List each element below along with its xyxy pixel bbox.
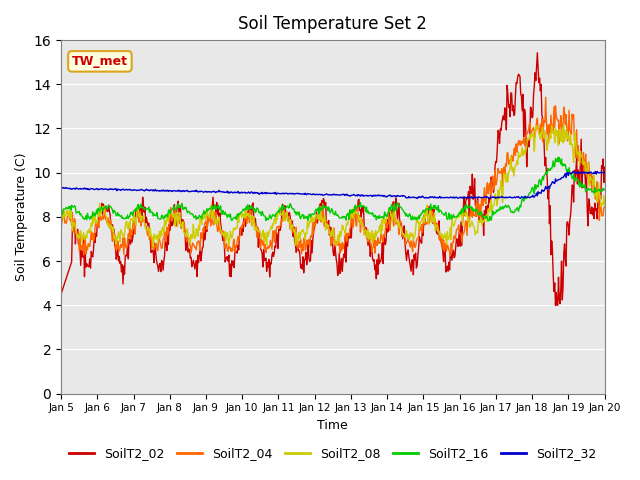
SoilT2_08 — [560, 121, 568, 127]
SoilT2_02 — [601, 164, 609, 170]
X-axis label: Time: Time — [317, 419, 348, 432]
SoilT2_16 — [415, 213, 422, 219]
SoilT2_32 — [57, 185, 65, 191]
SoilT2_04 — [415, 233, 422, 239]
SoilT2_16 — [399, 207, 406, 213]
Y-axis label: Soil Temperature (C): Soil Temperature (C) — [15, 153, 28, 281]
SoilT2_08 — [123, 218, 131, 224]
SoilT2_02 — [415, 245, 422, 251]
SoilT2_32 — [415, 194, 422, 200]
SoilT2_04 — [57, 228, 65, 233]
SoilT2_16 — [57, 209, 65, 215]
Title: Soil Temperature Set 2: Soil Temperature Set 2 — [238, 15, 428, 33]
SoilT2_08 — [179, 219, 187, 225]
SoilT2_32 — [178, 189, 186, 194]
SoilT2_08 — [207, 216, 215, 222]
SoilT2_16 — [123, 216, 131, 221]
SoilT2_16 — [207, 206, 214, 212]
Line: SoilT2_32: SoilT2_32 — [61, 171, 605, 199]
Line: SoilT2_04: SoilT2_04 — [61, 97, 605, 256]
SoilT2_02 — [534, 50, 541, 56]
SoilT2_04 — [178, 220, 186, 226]
SoilT2_08 — [399, 231, 407, 237]
Legend: SoilT2_02, SoilT2_04, SoilT2_08, SoilT2_16, SoilT2_32: SoilT2_02, SoilT2_04, SoilT2_08, SoilT2_… — [65, 442, 601, 465]
Line: SoilT2_16: SoilT2_16 — [61, 157, 605, 221]
SoilT2_08 — [601, 201, 609, 207]
SoilT2_16 — [556, 155, 563, 160]
Text: TW_met: TW_met — [72, 55, 128, 68]
SoilT2_32 — [399, 193, 406, 199]
Line: SoilT2_02: SoilT2_02 — [61, 53, 605, 305]
SoilT2_08 — [415, 227, 423, 232]
SoilT2_16 — [601, 187, 609, 192]
SoilT2_02 — [552, 302, 559, 308]
SoilT2_32 — [601, 170, 609, 176]
SoilT2_04 — [601, 204, 609, 209]
SoilT2_08 — [67, 207, 75, 213]
SoilT2_04 — [447, 253, 454, 259]
Line: SoilT2_08: SoilT2_08 — [61, 124, 605, 247]
SoilT2_02 — [207, 211, 214, 217]
SoilT2_04 — [207, 223, 214, 229]
SoilT2_02 — [178, 217, 186, 223]
SoilT2_32 — [592, 168, 600, 174]
SoilT2_32 — [207, 189, 214, 194]
SoilT2_16 — [485, 218, 493, 224]
SoilT2_16 — [178, 200, 186, 206]
SoilT2_32 — [123, 187, 131, 192]
SoilT2_32 — [67, 186, 75, 192]
SoilT2_16 — [67, 207, 75, 213]
SoilT2_02 — [57, 291, 65, 297]
SoilT2_04 — [123, 245, 131, 251]
SoilT2_04 — [542, 95, 550, 100]
SoilT2_08 — [149, 244, 157, 250]
SoilT2_08 — [57, 210, 65, 216]
SoilT2_02 — [67, 261, 75, 267]
SoilT2_04 — [399, 231, 406, 237]
SoilT2_04 — [67, 216, 75, 222]
SoilT2_02 — [123, 253, 131, 259]
SoilT2_02 — [399, 236, 406, 241]
SoilT2_32 — [468, 196, 476, 202]
